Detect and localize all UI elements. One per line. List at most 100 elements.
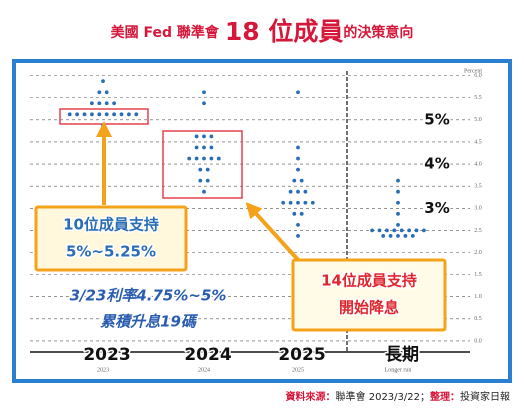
- dot: [202, 156, 206, 161]
- dot: [377, 228, 382, 233]
- y-tick-label: 3.5: [474, 184, 482, 190]
- rate-label: 4%: [424, 155, 449, 173]
- annotation-text: 累積升息19碼: [100, 313, 199, 331]
- dot: [112, 112, 116, 117]
- dot: [209, 145, 214, 150]
- annotation-text: 3/23利率4.75%~5%: [70, 287, 227, 305]
- dot: [101, 79, 105, 84]
- dot: [194, 134, 199, 139]
- dot: [202, 90, 206, 95]
- source-text: 投資家日報: [460, 390, 510, 403]
- x-tick-label: Longer run: [385, 367, 412, 373]
- dot: [299, 211, 304, 216]
- dot: [205, 167, 210, 172]
- annotation-box: [291, 258, 447, 332]
- arrow: [245, 202, 302, 264]
- dot: [104, 90, 109, 95]
- dot: [381, 234, 386, 238]
- y-tick-label: 2.0: [474, 250, 482, 256]
- rate-label: 5%: [424, 110, 449, 128]
- dot: [104, 101, 109, 106]
- dot: [396, 234, 400, 238]
- dot: [205, 178, 210, 183]
- dot: [396, 200, 400, 205]
- x-tick-label: 2025: [292, 367, 304, 373]
- source-text: 聯準會 2023/3/22；: [336, 390, 430, 403]
- dot: [296, 189, 300, 194]
- dot: [67, 112, 72, 117]
- dot: [303, 200, 308, 205]
- dot: [370, 228, 374, 233]
- rate-label: 3%: [424, 199, 449, 217]
- dot: [292, 211, 297, 216]
- x-tick-label: 2023: [97, 367, 109, 373]
- dot: [209, 156, 214, 161]
- dot: [310, 200, 315, 205]
- dot: [296, 156, 300, 161]
- dot: [296, 234, 300, 238]
- dot: [385, 228, 389, 233]
- title: 美國 Fed 聯準會 18 位成員的決策意向: [111, 17, 414, 46]
- x-category-label: 2025: [278, 345, 325, 365]
- annotation-text: 開始降息: [339, 299, 399, 317]
- annotation-box: [34, 205, 188, 272]
- x-tick-label: 2024: [198, 367, 210, 373]
- y-axis-label: Percent: [464, 68, 482, 74]
- y-tick-label: 6.0: [474, 73, 482, 79]
- dot: [112, 101, 116, 106]
- dot: [119, 112, 124, 117]
- dot: [82, 112, 87, 117]
- dot: [202, 101, 206, 106]
- dot: [396, 178, 400, 183]
- highlight-box: [162, 130, 243, 199]
- dot: [422, 228, 426, 233]
- y-tick-label: 1.5: [474, 272, 482, 278]
- x-category-label: 2023: [83, 345, 130, 365]
- dot: [97, 112, 102, 117]
- dot: [410, 234, 415, 238]
- dot: [90, 101, 94, 106]
- x-category-label: 長期: [385, 345, 419, 365]
- dot: [296, 222, 300, 227]
- dot: [288, 200, 293, 205]
- y-tick-label: 4.5: [474, 139, 482, 145]
- dot: [296, 145, 300, 150]
- dot: [198, 167, 203, 172]
- annotation-text: 10位成員支持: [63, 216, 159, 234]
- annotation-text: 5%~5.25%: [66, 243, 156, 261]
- dot: [388, 234, 393, 238]
- dot: [202, 134, 206, 139]
- y-tick-label: 0.0: [474, 338, 482, 344]
- title-part: 的決策意向: [343, 24, 413, 41]
- dot: [194, 156, 199, 161]
- dot: [216, 156, 221, 161]
- dot: [299, 178, 304, 183]
- y-tick-label: 0.5: [474, 316, 482, 322]
- dot: [392, 228, 397, 233]
- dot: [296, 200, 300, 205]
- x-category-label: 2024: [184, 345, 231, 365]
- dot: [198, 178, 203, 183]
- dot: [407, 228, 411, 233]
- dot: [194, 145, 199, 150]
- dot: [101, 123, 105, 128]
- dot: [414, 228, 419, 233]
- title-highlight: 18 位成員: [225, 17, 344, 46]
- source: 資料來源：聯準會 2023/3/22；整理：投資家日報: [286, 390, 510, 403]
- dot: [97, 101, 102, 106]
- dot: [296, 167, 300, 172]
- dot: [97, 90, 102, 95]
- dot: [134, 112, 139, 117]
- y-tick-label: 3.0: [474, 206, 482, 212]
- dot: [126, 112, 131, 117]
- y-tick-label: 5.5: [474, 95, 482, 101]
- dot: [209, 134, 214, 139]
- source-label: 整理：: [429, 390, 460, 403]
- dot: [202, 145, 206, 150]
- dot: [396, 189, 400, 194]
- dot: [288, 189, 293, 194]
- dot: [303, 189, 308, 194]
- dot: [281, 200, 286, 205]
- dot: [75, 112, 79, 117]
